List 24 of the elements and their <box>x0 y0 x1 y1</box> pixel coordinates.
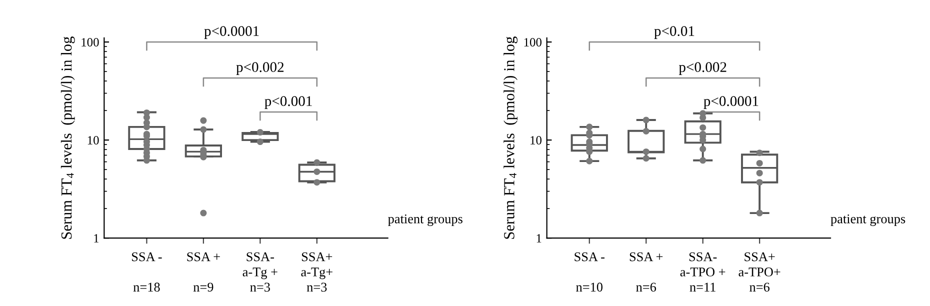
y-tick-label: 100 <box>524 38 542 46</box>
x-tick-label: SSA+ a-TPO+ n=6 <box>738 252 780 292</box>
annotation: p<0.002 <box>678 62 726 75</box>
annotation: p<0.0001 <box>204 26 259 39</box>
y-tick-label: 1 <box>536 234 542 242</box>
y-tick-label: 1 <box>94 234 99 242</box>
category-label: SSA - n=18 <box>132 252 162 292</box>
category-label: SSA + n=9 <box>187 252 220 292</box>
y-tick-label: 100 <box>82 38 99 46</box>
annotation: p<0.0001 <box>704 96 758 109</box>
annotation: p<0.002 <box>236 62 284 75</box>
x-tick-label: SSA- a-TPO + n=11 <box>680 252 726 292</box>
y-axis-title: Serum FT$_{4}$ levels (pmol/l) in log <box>60 36 75 239</box>
x-tick-label: SSA- a-Tg + n=3 <box>242 252 278 292</box>
annotation: p<0.01 <box>654 26 694 39</box>
category-label: SSA - n=10 <box>574 252 604 292</box>
x-axis-title: patient groups <box>830 214 906 226</box>
y-tick-label: 10 <box>530 136 542 144</box>
x-tick-label: SSA+ a-Tg+ n=3 <box>301 252 332 292</box>
x-axis-title: patient groups <box>388 214 462 226</box>
annotation: p<0.001 <box>264 96 312 109</box>
y-tick-label: 10 <box>88 136 99 144</box>
category-label: SSA + n=6 <box>630 252 663 292</box>
y-axis-title: Serum FT$_{4}$ levels (pmol/l) in log <box>504 36 518 239</box>
